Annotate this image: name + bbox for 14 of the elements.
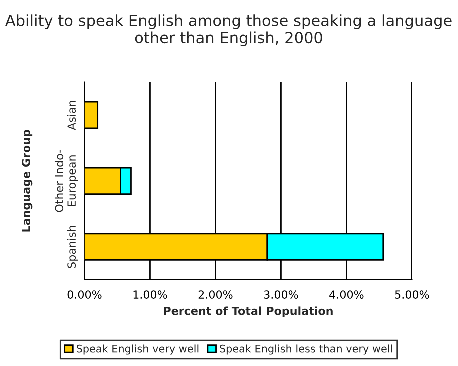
x-tick-label: 3.00%: [264, 290, 298, 300]
x-tick-label: 4.00%: [330, 290, 364, 300]
chart-title: Ability to speak English among those speaking a language other than English, 2000: [5, 14, 452, 47]
y-tick-label: Asian: [67, 101, 76, 130]
x-axis-title: Percent of Total Population: [164, 306, 333, 318]
x-tick-label: 0.00%: [68, 290, 102, 300]
legend-label: Speak English very well: [76, 344, 199, 355]
x-tick-label: 2.00%: [198, 290, 233, 300]
x-tick-label: 5.00%: [395, 290, 430, 300]
legend-label: Speak English less than very well: [220, 344, 392, 355]
y-axis-title: Language Group: [22, 130, 33, 232]
y-tick-label: Spanish: [67, 226, 78, 268]
x-tick-label: 1.00%: [134, 290, 168, 300]
y-tick-label: Other Indo- European: [54, 150, 78, 212]
